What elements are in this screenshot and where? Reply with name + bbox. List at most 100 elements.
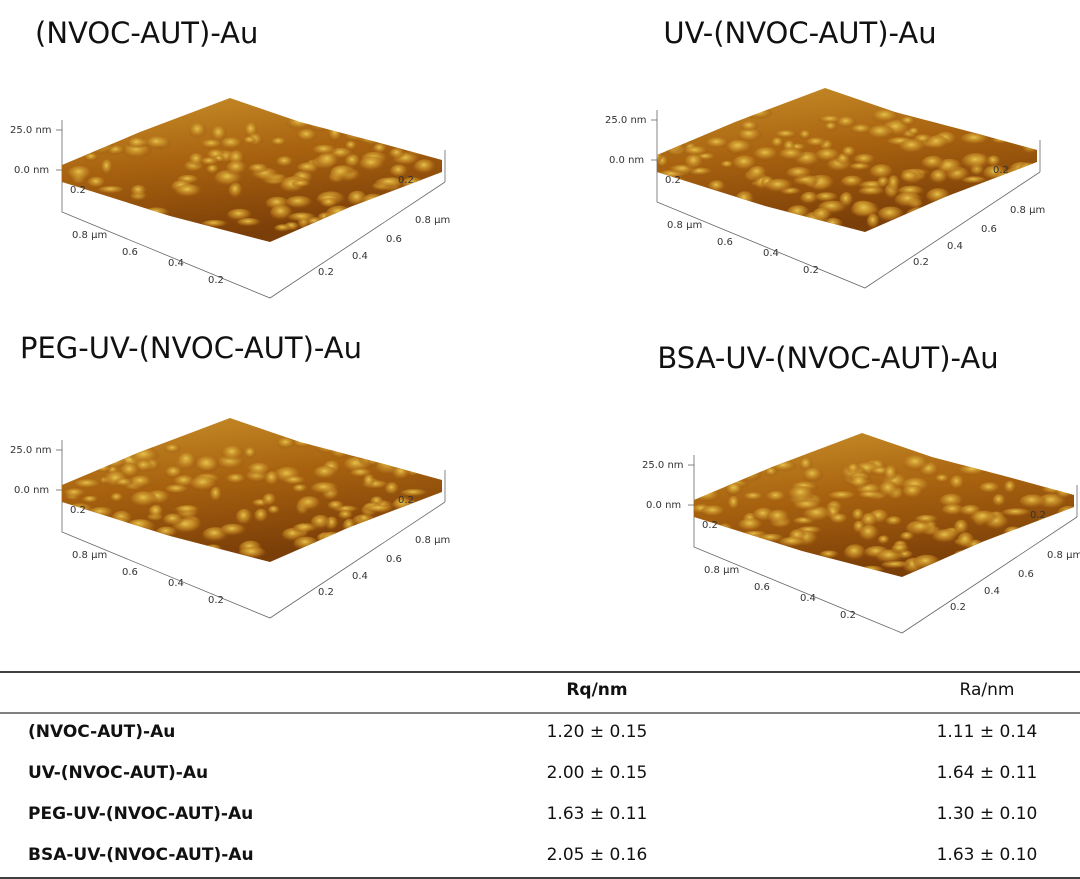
table-header: Rq/nm — [566, 680, 627, 700]
surface-bump — [429, 507, 443, 521]
surface-bump — [716, 524, 733, 542]
surface-bump — [657, 187, 685, 199]
surface-bump — [312, 145, 337, 156]
back-tick-label: 0.2 — [70, 185, 86, 196]
surface-bump — [699, 113, 718, 121]
surface-bump — [859, 566, 884, 576]
surface-bump — [62, 122, 88, 138]
surface-bump — [1045, 473, 1073, 491]
x-tick-label: 0.2 — [208, 275, 224, 286]
afm-image: 25.0 nm0.0 nm0.20.8 µm0.60.40.20.20.8 µm… — [10, 418, 450, 618]
surface-bump — [902, 485, 923, 500]
x-tick-label: 0.6 — [754, 582, 770, 593]
surface-bump — [728, 496, 740, 512]
x-tick-label: 0.8 µm — [704, 565, 739, 576]
surface-bump — [100, 523, 129, 541]
y-tick-label: 0.2 — [913, 257, 929, 268]
x-tick-label: 0.4 — [763, 248, 779, 259]
z-tick-label: 0.0 nm — [14, 165, 49, 176]
y-tick-label: 0.8 µm — [1047, 550, 1080, 561]
surface-bump — [98, 132, 118, 142]
surface-bump — [742, 458, 765, 474]
surface-bump — [884, 465, 898, 483]
y-tick-label: 0.6 — [1018, 569, 1034, 580]
surface-bump — [101, 159, 113, 176]
y-tick-label: 0.8 µm — [415, 215, 450, 226]
surface-bump — [985, 465, 1013, 477]
surface-bump — [859, 525, 879, 543]
surface-bump — [1034, 460, 1049, 477]
surface-bump — [1057, 506, 1080, 522]
surface-bump — [697, 449, 721, 461]
surface-bump — [155, 527, 178, 539]
surface-bump — [309, 115, 334, 133]
surface-bump — [86, 121, 100, 129]
y-tick-label: 0.8 µm — [1010, 205, 1045, 216]
surface-bump — [1017, 137, 1038, 145]
surface-bump — [414, 461, 426, 474]
surface-bump — [977, 545, 1000, 563]
surface-bump — [392, 522, 410, 534]
surface-bump — [73, 479, 102, 489]
surface-bump — [765, 179, 794, 194]
surface-bump — [921, 156, 945, 171]
z-tick-label: 25.0 nm — [605, 115, 647, 126]
surface-bump — [76, 110, 90, 124]
surface-bump — [1048, 477, 1073, 492]
surface-bump — [746, 108, 773, 120]
surface-bump — [226, 161, 248, 177]
surface-bump — [900, 532, 915, 542]
surface-bump — [815, 148, 841, 163]
surface-bump — [926, 188, 951, 205]
surface-bump — [728, 461, 743, 471]
y-tick-label: 0.4 — [352, 251, 368, 262]
surface-bump — [345, 214, 366, 224]
surface-bump — [913, 555, 941, 571]
surface-bump — [842, 146, 856, 158]
surface-bump — [702, 198, 721, 212]
surface-bump — [738, 518, 764, 532]
y-tick-label: 0.2 — [993, 165, 1009, 176]
z-tick-label: 25.0 nm — [10, 445, 52, 456]
surface-bump — [287, 117, 314, 131]
surface-bump — [131, 491, 159, 509]
surface-bump — [1009, 190, 1035, 203]
surface-bump — [429, 125, 452, 134]
surface-bump — [127, 137, 147, 149]
surface-bump — [163, 514, 184, 527]
surface-bump — [970, 452, 982, 463]
surface-bump — [1005, 468, 1032, 478]
row-label: BSA-UV-(NVOC-AUT)-Au — [28, 845, 254, 865]
afm-image: 25.0 nm0.0 nm0.20.8 µm0.60.40.20.20.8 µm… — [605, 88, 1047, 288]
x-tick-label: 0.6 — [717, 237, 733, 248]
surface-bump — [870, 164, 894, 180]
surface-bump — [131, 185, 147, 198]
surface-bump — [385, 438, 406, 455]
afm-image: 25.0 nm0.0 nm0.20.8 µm0.60.40.20.20.8 µm… — [642, 433, 1080, 633]
surface-bump — [221, 446, 244, 463]
surface-bump — [189, 123, 207, 140]
surface-bump — [700, 536, 724, 549]
surface-bump — [177, 453, 197, 470]
surface-bump — [418, 464, 440, 473]
surface-bump — [115, 478, 134, 487]
surface-bump — [350, 468, 373, 478]
surface-bump — [248, 164, 269, 174]
surface-bump — [254, 509, 268, 524]
y-tick-label: 0.2 — [398, 175, 414, 186]
x-tick-label: 0.8 µm — [72, 550, 107, 561]
surface-bump — [721, 161, 735, 169]
surface-bump — [378, 523, 401, 540]
surface-bump — [388, 128, 407, 145]
surface-bump — [89, 434, 117, 442]
back-tick-label: 0.2 — [70, 505, 86, 516]
surface-bump — [787, 205, 810, 220]
surface-bump — [416, 188, 440, 202]
surface-bump — [382, 134, 406, 146]
y-tick-label: 0.2 — [398, 495, 414, 506]
surface-bump — [751, 446, 770, 463]
surface-bump — [274, 224, 292, 232]
surface-bump — [992, 544, 1009, 554]
surface-bump — [357, 203, 371, 219]
surface-bump — [693, 489, 721, 503]
